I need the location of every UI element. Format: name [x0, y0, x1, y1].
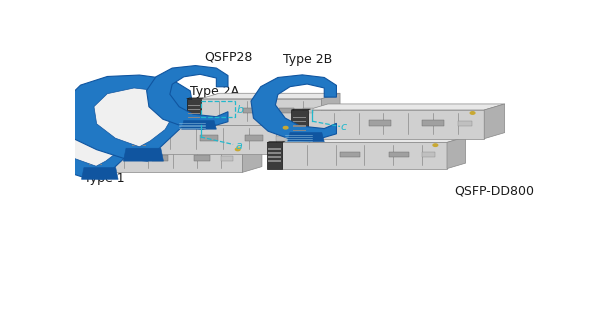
Bar: [279, 108, 293, 113]
Polygon shape: [181, 121, 217, 129]
Bar: [188, 113, 200, 114]
Bar: [132, 140, 146, 142]
Polygon shape: [88, 146, 103, 172]
Polygon shape: [200, 93, 340, 99]
Polygon shape: [267, 142, 285, 143]
Polygon shape: [94, 88, 174, 147]
Text: b: b: [237, 106, 244, 115]
Text: Type 2B: Type 2B: [283, 52, 332, 65]
Polygon shape: [131, 124, 150, 125]
Polygon shape: [287, 133, 324, 142]
Circle shape: [433, 144, 438, 146]
Bar: [188, 105, 200, 106]
Bar: [268, 160, 281, 162]
Bar: [293, 125, 307, 127]
Bar: [293, 121, 307, 122]
Bar: [132, 132, 146, 133]
Polygon shape: [242, 140, 262, 172]
Bar: [132, 145, 146, 146]
Bar: [188, 109, 200, 110]
Polygon shape: [147, 119, 319, 125]
Polygon shape: [308, 104, 505, 110]
Bar: [188, 117, 200, 118]
Text: Type 1: Type 1: [84, 172, 125, 185]
Bar: [370, 120, 391, 126]
Bar: [422, 120, 443, 126]
Bar: [422, 152, 436, 157]
Polygon shape: [131, 125, 147, 154]
Bar: [221, 156, 233, 161]
Polygon shape: [124, 148, 163, 161]
Bar: [89, 160, 102, 162]
Bar: [340, 152, 359, 157]
Bar: [275, 135, 287, 141]
Bar: [132, 136, 146, 137]
Polygon shape: [282, 137, 466, 143]
Polygon shape: [147, 125, 298, 154]
Polygon shape: [103, 146, 242, 172]
Text: QSFP28: QSFP28: [204, 50, 253, 63]
Polygon shape: [322, 93, 340, 125]
Polygon shape: [62, 75, 193, 161]
Bar: [200, 100, 235, 118]
Polygon shape: [308, 110, 484, 139]
Polygon shape: [298, 119, 319, 154]
Polygon shape: [25, 101, 145, 179]
Polygon shape: [282, 143, 447, 168]
Bar: [152, 155, 169, 161]
Polygon shape: [291, 109, 311, 110]
Circle shape: [470, 112, 475, 114]
Polygon shape: [82, 168, 118, 179]
Text: QSFP-DD: QSFP-DD: [373, 148, 428, 161]
Polygon shape: [103, 140, 262, 146]
Polygon shape: [484, 104, 505, 139]
Bar: [268, 152, 281, 154]
Bar: [243, 108, 257, 113]
Polygon shape: [447, 137, 466, 168]
Bar: [245, 135, 263, 141]
Circle shape: [235, 148, 240, 151]
Bar: [389, 152, 409, 157]
Bar: [268, 148, 281, 150]
Bar: [194, 155, 211, 161]
Polygon shape: [88, 145, 106, 146]
Polygon shape: [55, 112, 128, 166]
Text: QSFP-DD800: QSFP-DD800: [454, 185, 534, 198]
Polygon shape: [187, 99, 200, 125]
Polygon shape: [267, 143, 282, 168]
Text: a: a: [235, 141, 242, 151]
Bar: [89, 152, 102, 154]
Circle shape: [237, 147, 240, 149]
Bar: [458, 121, 472, 126]
Polygon shape: [187, 98, 203, 99]
Text: Type 2: Type 2: [147, 132, 188, 145]
Bar: [293, 130, 307, 131]
Polygon shape: [291, 110, 308, 139]
Bar: [304, 109, 313, 113]
Text: c: c: [341, 122, 347, 133]
Bar: [89, 156, 102, 158]
Bar: [293, 117, 307, 118]
Polygon shape: [200, 99, 322, 125]
Text: Type 2A: Type 2A: [190, 85, 239, 98]
Polygon shape: [251, 75, 337, 142]
Bar: [200, 135, 218, 141]
Polygon shape: [146, 65, 228, 129]
Bar: [268, 156, 281, 158]
Bar: [89, 164, 102, 166]
Circle shape: [283, 126, 288, 129]
